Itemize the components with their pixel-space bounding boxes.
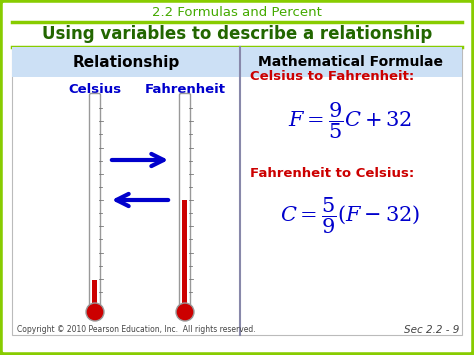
Text: Fahrenheit to Celsius:: Fahrenheit to Celsius: — [250, 167, 414, 180]
Bar — [182, 303, 188, 310]
Bar — [182, 200, 188, 305]
Bar — [12, 47, 462, 335]
Text: Fahrenheit: Fahrenheit — [145, 83, 226, 96]
Text: Celsius: Celsius — [68, 83, 121, 96]
Circle shape — [86, 303, 104, 321]
FancyBboxPatch shape — [180, 93, 191, 306]
Text: Using variables to describe a relationship: Using variables to describe a relationsh… — [42, 25, 432, 43]
Text: Celsius to Fahrenheit:: Celsius to Fahrenheit: — [250, 70, 414, 83]
Bar — [92, 280, 98, 305]
Bar — [92, 303, 98, 310]
Text: $\mathit{F} = \dfrac{9}{5}\mathit{C} + 32$: $\mathit{F} = \dfrac{9}{5}\mathit{C} + 3… — [288, 100, 412, 141]
Text: Relationship: Relationship — [73, 55, 180, 70]
Text: 2.2 Formulas and Percent: 2.2 Formulas and Percent — [152, 6, 322, 19]
Text: Copyright © 2010 Pearson Education, Inc.  All rights reserved.: Copyright © 2010 Pearson Education, Inc.… — [17, 325, 255, 334]
Text: Mathematical Formulae: Mathematical Formulae — [258, 55, 444, 69]
Bar — [12, 47, 462, 77]
Text: Sec 2.2 - 9: Sec 2.2 - 9 — [404, 325, 459, 335]
Circle shape — [176, 303, 194, 321]
FancyBboxPatch shape — [90, 93, 100, 306]
Text: $\mathit{C} = \dfrac{5}{9}(\mathit{F} - 32)$: $\mathit{C} = \dfrac{5}{9}(\mathit{F} - … — [280, 195, 420, 235]
